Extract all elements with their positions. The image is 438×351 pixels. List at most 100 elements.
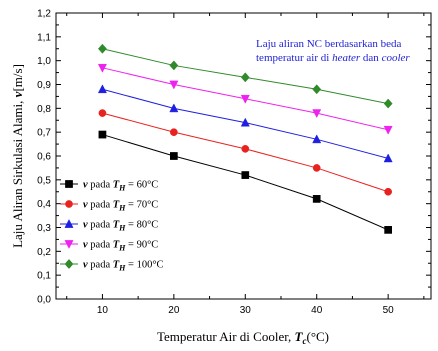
data-point xyxy=(240,117,250,127)
legend-label-part: pada xyxy=(88,240,113,251)
annotation-line2-d: cooler xyxy=(382,52,411,64)
y-tick-label: 0,4 xyxy=(37,199,51,210)
legend-label: v pada TH = 80°C xyxy=(83,220,158,233)
data-point xyxy=(169,103,179,113)
series-70 xyxy=(98,109,392,196)
legend-label-part: pada xyxy=(88,200,113,211)
legend-marker xyxy=(65,180,73,188)
y-tick-label: 0,5 xyxy=(37,175,51,186)
data-point xyxy=(170,128,178,137)
y-tick-label: 0,1 xyxy=(37,271,51,282)
annotation-line1: Laju aliran NC berdasarkan beda xyxy=(256,38,401,50)
legend-label: v pada TH = 100°C xyxy=(83,260,164,273)
legend-label-part: 100 xyxy=(137,260,153,271)
x-axis-title-sub: c xyxy=(302,336,306,346)
legend-label-part: v xyxy=(83,200,88,211)
legend-label-part: °C xyxy=(147,180,158,191)
series-100 xyxy=(97,43,393,109)
data-point xyxy=(98,130,107,139)
legend-marker xyxy=(64,259,74,269)
legend-label-part: T xyxy=(113,220,120,231)
y-axis-title-sym: v xyxy=(10,91,25,97)
x-tick-label: 30 xyxy=(240,305,252,316)
x-tick-label: 40 xyxy=(311,305,323,316)
data-point xyxy=(240,72,250,83)
legend-label-part: T xyxy=(113,240,120,251)
legend-label-part: = xyxy=(125,260,136,271)
legend-label-part: T xyxy=(113,260,120,271)
legend-label-part: = xyxy=(125,180,136,191)
y-tick-label: 0,0 xyxy=(37,295,51,306)
y-tick-label: 0,9 xyxy=(37,80,51,91)
legend-item: v pada TH = 60°C xyxy=(60,180,158,193)
annotation-line2-a: temperatur air di xyxy=(256,52,332,64)
legend-item: v pada TH = 100°C xyxy=(60,259,164,273)
series-90 xyxy=(97,63,393,135)
legend-label: v pada TH = 70°C xyxy=(83,200,158,213)
legend-label-part: v xyxy=(83,240,88,251)
y-axis-title-unit: [m/s] xyxy=(10,64,25,91)
y-tick-label: 0,7 xyxy=(37,128,51,139)
y-tick-label: 0,3 xyxy=(37,223,51,234)
legend-label-part: = xyxy=(125,200,136,211)
x-axis-title-unit: (°C) xyxy=(306,329,329,344)
data-point xyxy=(169,60,179,71)
x-axis-title-main: Temperatur Air di Cooler, xyxy=(157,329,295,344)
data-point xyxy=(312,134,322,144)
legend-marker xyxy=(64,219,74,228)
legend-label-part: H xyxy=(118,244,126,253)
data-point xyxy=(169,80,179,90)
data-point xyxy=(170,152,178,160)
y-axis-title: Laju Aliran Sirkulasi Alami, v[m/s] xyxy=(10,64,25,248)
legend-label-part: H xyxy=(118,264,126,273)
legend-label: v pada TH = 90°C xyxy=(83,240,158,253)
data-point xyxy=(97,63,107,73)
data-point xyxy=(384,187,392,196)
legend-label-part: 80 xyxy=(137,220,148,231)
y-tick-label: 1,1 xyxy=(37,32,51,43)
legend-label-part: H xyxy=(118,204,126,213)
axis-ticks: 0,0 0,1 0,2 0,3 0,4 0,5 0,6 0,7 0,8 0,9 1,0 1,1 1,2 1… xyxy=(37,9,431,316)
data-point xyxy=(312,164,321,172)
y-tick-label: 1,0 xyxy=(37,56,51,67)
annotation-line2-b: heater xyxy=(332,52,361,64)
x-tick-label: 10 xyxy=(97,305,109,316)
data-point xyxy=(312,84,322,95)
data-point xyxy=(241,171,250,179)
legend-label-part: H xyxy=(118,224,126,233)
x-axis-title-sym: T xyxy=(295,329,304,344)
legend-label-part: = xyxy=(125,220,136,231)
data-point xyxy=(97,43,107,54)
legend-label-part: = xyxy=(125,240,136,251)
annotation-line2: temperatur air di heater dan cooler xyxy=(256,52,410,64)
legend-item: v pada TH = 70°C xyxy=(60,200,158,213)
legend-marker xyxy=(64,240,74,249)
y-tick-label: 0,8 xyxy=(37,104,51,115)
data-point xyxy=(98,109,107,117)
annotation-line2-c: dan xyxy=(360,52,381,64)
data-point xyxy=(383,98,393,109)
legend-item: v pada TH = 90°C xyxy=(60,240,158,253)
data-point xyxy=(312,109,322,119)
series-80 xyxy=(97,84,393,163)
y-tick-label: 0,2 xyxy=(37,247,51,258)
legend-label-part: 60 xyxy=(137,180,148,191)
legend-label-part: T xyxy=(113,180,120,191)
data-point xyxy=(312,195,321,203)
legend-label-part: 90 xyxy=(137,240,148,251)
legend-label-part: v xyxy=(83,220,88,231)
legend-label-part: pada xyxy=(88,260,113,271)
legend-label-part: v xyxy=(83,180,88,191)
legend-label-part: °C xyxy=(152,260,163,271)
y-tick-label: 0,6 xyxy=(37,152,51,163)
x-tick-label: 20 xyxy=(168,305,180,316)
y-axis-title-main: Laju Aliran Sirkulasi Alami, xyxy=(10,97,25,248)
legend-label-part: pada xyxy=(88,220,113,231)
legend-label-part: °C xyxy=(147,200,158,211)
data-point xyxy=(383,125,393,135)
data-point xyxy=(383,153,393,163)
data-point xyxy=(241,145,250,153)
data-point xyxy=(97,84,107,94)
series-60 xyxy=(98,130,392,234)
